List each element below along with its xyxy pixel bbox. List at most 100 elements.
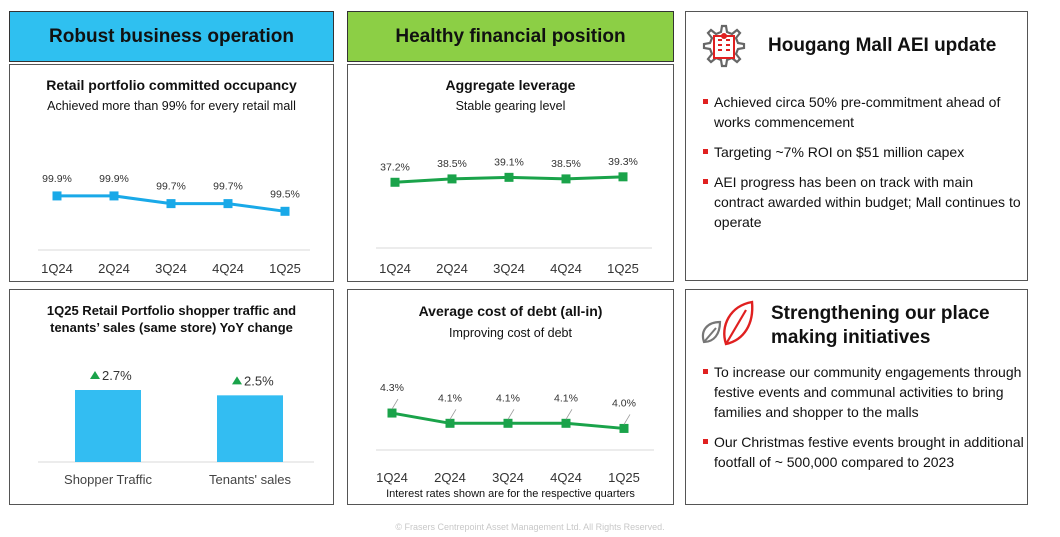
data-point xyxy=(280,206,290,216)
traffic-panel: 1Q25 Retail Portfolio shopper traffic an… xyxy=(9,289,334,505)
panel-title: Retail portfolio committed occupancy xyxy=(46,77,297,93)
panel-title: Aggregate leverage xyxy=(445,77,576,93)
data-label: 4.1% xyxy=(438,392,462,404)
x-tick-label: 1Q25 xyxy=(607,261,639,276)
panel-subtitle: Achieved more than 99% for every retail … xyxy=(47,99,296,113)
placemaking-bullets: To increase our community engagements th… xyxy=(686,362,1026,482)
data-point xyxy=(390,177,400,187)
copyright-footer: © Frasers Centrepoint Asset Management L… xyxy=(395,522,665,532)
bullet-marker xyxy=(703,439,708,444)
x-tick-label: 2Q24 xyxy=(434,470,466,485)
data-point xyxy=(504,172,514,182)
data-point xyxy=(619,423,629,433)
data-point xyxy=(447,174,457,184)
bullet-text: Achieved circa 50% pre-commitment ahead … xyxy=(714,94,1001,130)
panel-title-line1: 1Q25 Retail Portfolio shopper traffic an… xyxy=(46,303,297,318)
panel-subtitle: Stable gearing level xyxy=(455,99,566,113)
data-label: 99.7% xyxy=(156,181,186,193)
occupancy-panel: Retail portfolio committed occupancy Ach… xyxy=(9,64,334,282)
data-label: 4.3% xyxy=(380,382,404,394)
aei-bullets: Achieved circa 50% pre-commitment ahead … xyxy=(686,92,1026,242)
bar xyxy=(217,395,283,462)
x-tick-label: 3Q24 xyxy=(492,470,524,485)
bullet-marker xyxy=(703,369,708,374)
data-label: 39.3% xyxy=(608,156,638,168)
data-point xyxy=(445,418,455,428)
bullet-text: To increase our community engagements th… xyxy=(714,364,1022,420)
data-label: 38.5% xyxy=(551,158,581,170)
x-tick-label: 1Q24 xyxy=(379,261,411,276)
data-label: 4.1% xyxy=(554,392,578,404)
bullet-text: AEI progress has been on track with main… xyxy=(714,174,1021,230)
data-label: 99.7% xyxy=(213,181,243,193)
header-robust-business: Robust business operation xyxy=(9,11,334,62)
bullet-marker xyxy=(703,149,708,154)
data-point xyxy=(618,172,628,182)
leverage-panel: Aggregate leverage Stable gearing level … xyxy=(347,64,674,282)
x-tick-label: 4Q24 xyxy=(550,261,582,276)
bullet-marker xyxy=(703,99,708,104)
data-label: 99.9% xyxy=(42,173,72,185)
x-tick-label: 1Q24 xyxy=(376,470,408,485)
up-arrow-icon xyxy=(90,371,100,379)
data-label: 4.1% xyxy=(496,392,520,404)
bullet-marker xyxy=(703,179,708,184)
list-item: AEI progress has been on track with main… xyxy=(686,172,1026,232)
data-label: 37.2% xyxy=(380,161,410,173)
data-point xyxy=(52,191,62,201)
footnote: Interest rates shown are for the respect… xyxy=(386,488,635,500)
bullet-text: Our Christmas festive events brought in … xyxy=(714,434,1024,470)
bullet-text: Targeting ~7% ROI on $51 million capex xyxy=(714,144,965,160)
placemaking-title-line2: making initiatives xyxy=(771,327,931,348)
x-tick-label: 3Q24 xyxy=(493,261,525,276)
list-item: Targeting ~7% ROI on $51 million capex xyxy=(686,142,1026,162)
x-tick-label: 4Q24 xyxy=(550,470,582,485)
x-tick-label: 4Q24 xyxy=(212,261,244,276)
x-tick-label: 3Q24 xyxy=(155,261,187,276)
cost-of-debt-panel: Average cost of debt (all-in) Improving … xyxy=(347,289,674,505)
occupancy-chart: 99.9% 1Q24 99.9% 2Q24 99.7% 3Q24 99.7% 4Q24 99.5… xyxy=(38,173,310,276)
x-tick-label: 2Q24 xyxy=(436,261,468,276)
header-label: Healthy financial position xyxy=(395,25,626,47)
data-label: 4.0% xyxy=(612,397,636,409)
data-point xyxy=(503,418,513,428)
panel-title: Average cost of debt (all-in) xyxy=(418,303,603,319)
list-item: To increase our community engagements th… xyxy=(686,362,1026,422)
x-tick-label: 1Q24 xyxy=(41,261,73,276)
aei-title: Hougang Mall AEI update xyxy=(768,35,997,56)
x-tick-label: Tenants' sales xyxy=(209,472,291,487)
label-leader-line xyxy=(623,414,631,425)
data-point xyxy=(166,199,176,209)
data-point xyxy=(561,174,571,184)
traffic-chart: 2.7% Shopper Traffic 2.5% Tenants' sales xyxy=(38,368,314,487)
list-item: Achieved circa 50% pre-commitment ahead … xyxy=(686,92,1026,132)
data-label: 2.7% xyxy=(102,368,132,383)
list-item: Our Christmas festive events brought in … xyxy=(686,432,1026,472)
label-leader-line xyxy=(449,409,457,420)
up-arrow-icon xyxy=(232,376,242,385)
x-tick-label: 1Q25 xyxy=(269,261,301,276)
leaves-icon xyxy=(701,300,754,346)
x-tick-label: 2Q24 xyxy=(98,261,130,276)
leverage-chart: 37.2% 1Q24 38.5% 2Q24 39.1% 3Q24 38.5% 4Q24 39.3… xyxy=(376,156,652,276)
cost-of-debt-chart: 4.3% 1Q24 4.1% 2Q24 4.1% 3Q24 4.1% 4Q24 4.0% 1Q25 xyxy=(376,382,654,485)
data-point xyxy=(109,191,119,201)
header-label: Robust business operation xyxy=(49,25,294,47)
panel-subtitle: Improving cost of debt xyxy=(449,326,572,340)
gear-building-icon xyxy=(702,24,746,68)
data-point xyxy=(223,199,233,209)
data-label: 2.5% xyxy=(244,373,274,388)
x-tick-label: 1Q25 xyxy=(608,470,640,485)
data-label: 39.1% xyxy=(494,156,524,168)
placemaking-panel: Strengthening our place making initiativ… xyxy=(685,289,1028,505)
placemaking-title-line1: Strengthening our place xyxy=(771,303,990,324)
aei-update-panel: Hougang Mall AEI update Achieved circa 5… xyxy=(685,11,1028,281)
header-healthy-financial: Healthy financial position xyxy=(347,11,674,62)
bar xyxy=(75,390,141,462)
data-point xyxy=(387,408,397,418)
data-point xyxy=(561,418,571,428)
label-leader-line xyxy=(391,398,399,410)
x-tick-label: Shopper Traffic xyxy=(64,472,152,487)
panel-title-line2: tenants’ sales (same store) YoY change xyxy=(50,320,293,335)
data-label: 99.9% xyxy=(99,173,129,185)
